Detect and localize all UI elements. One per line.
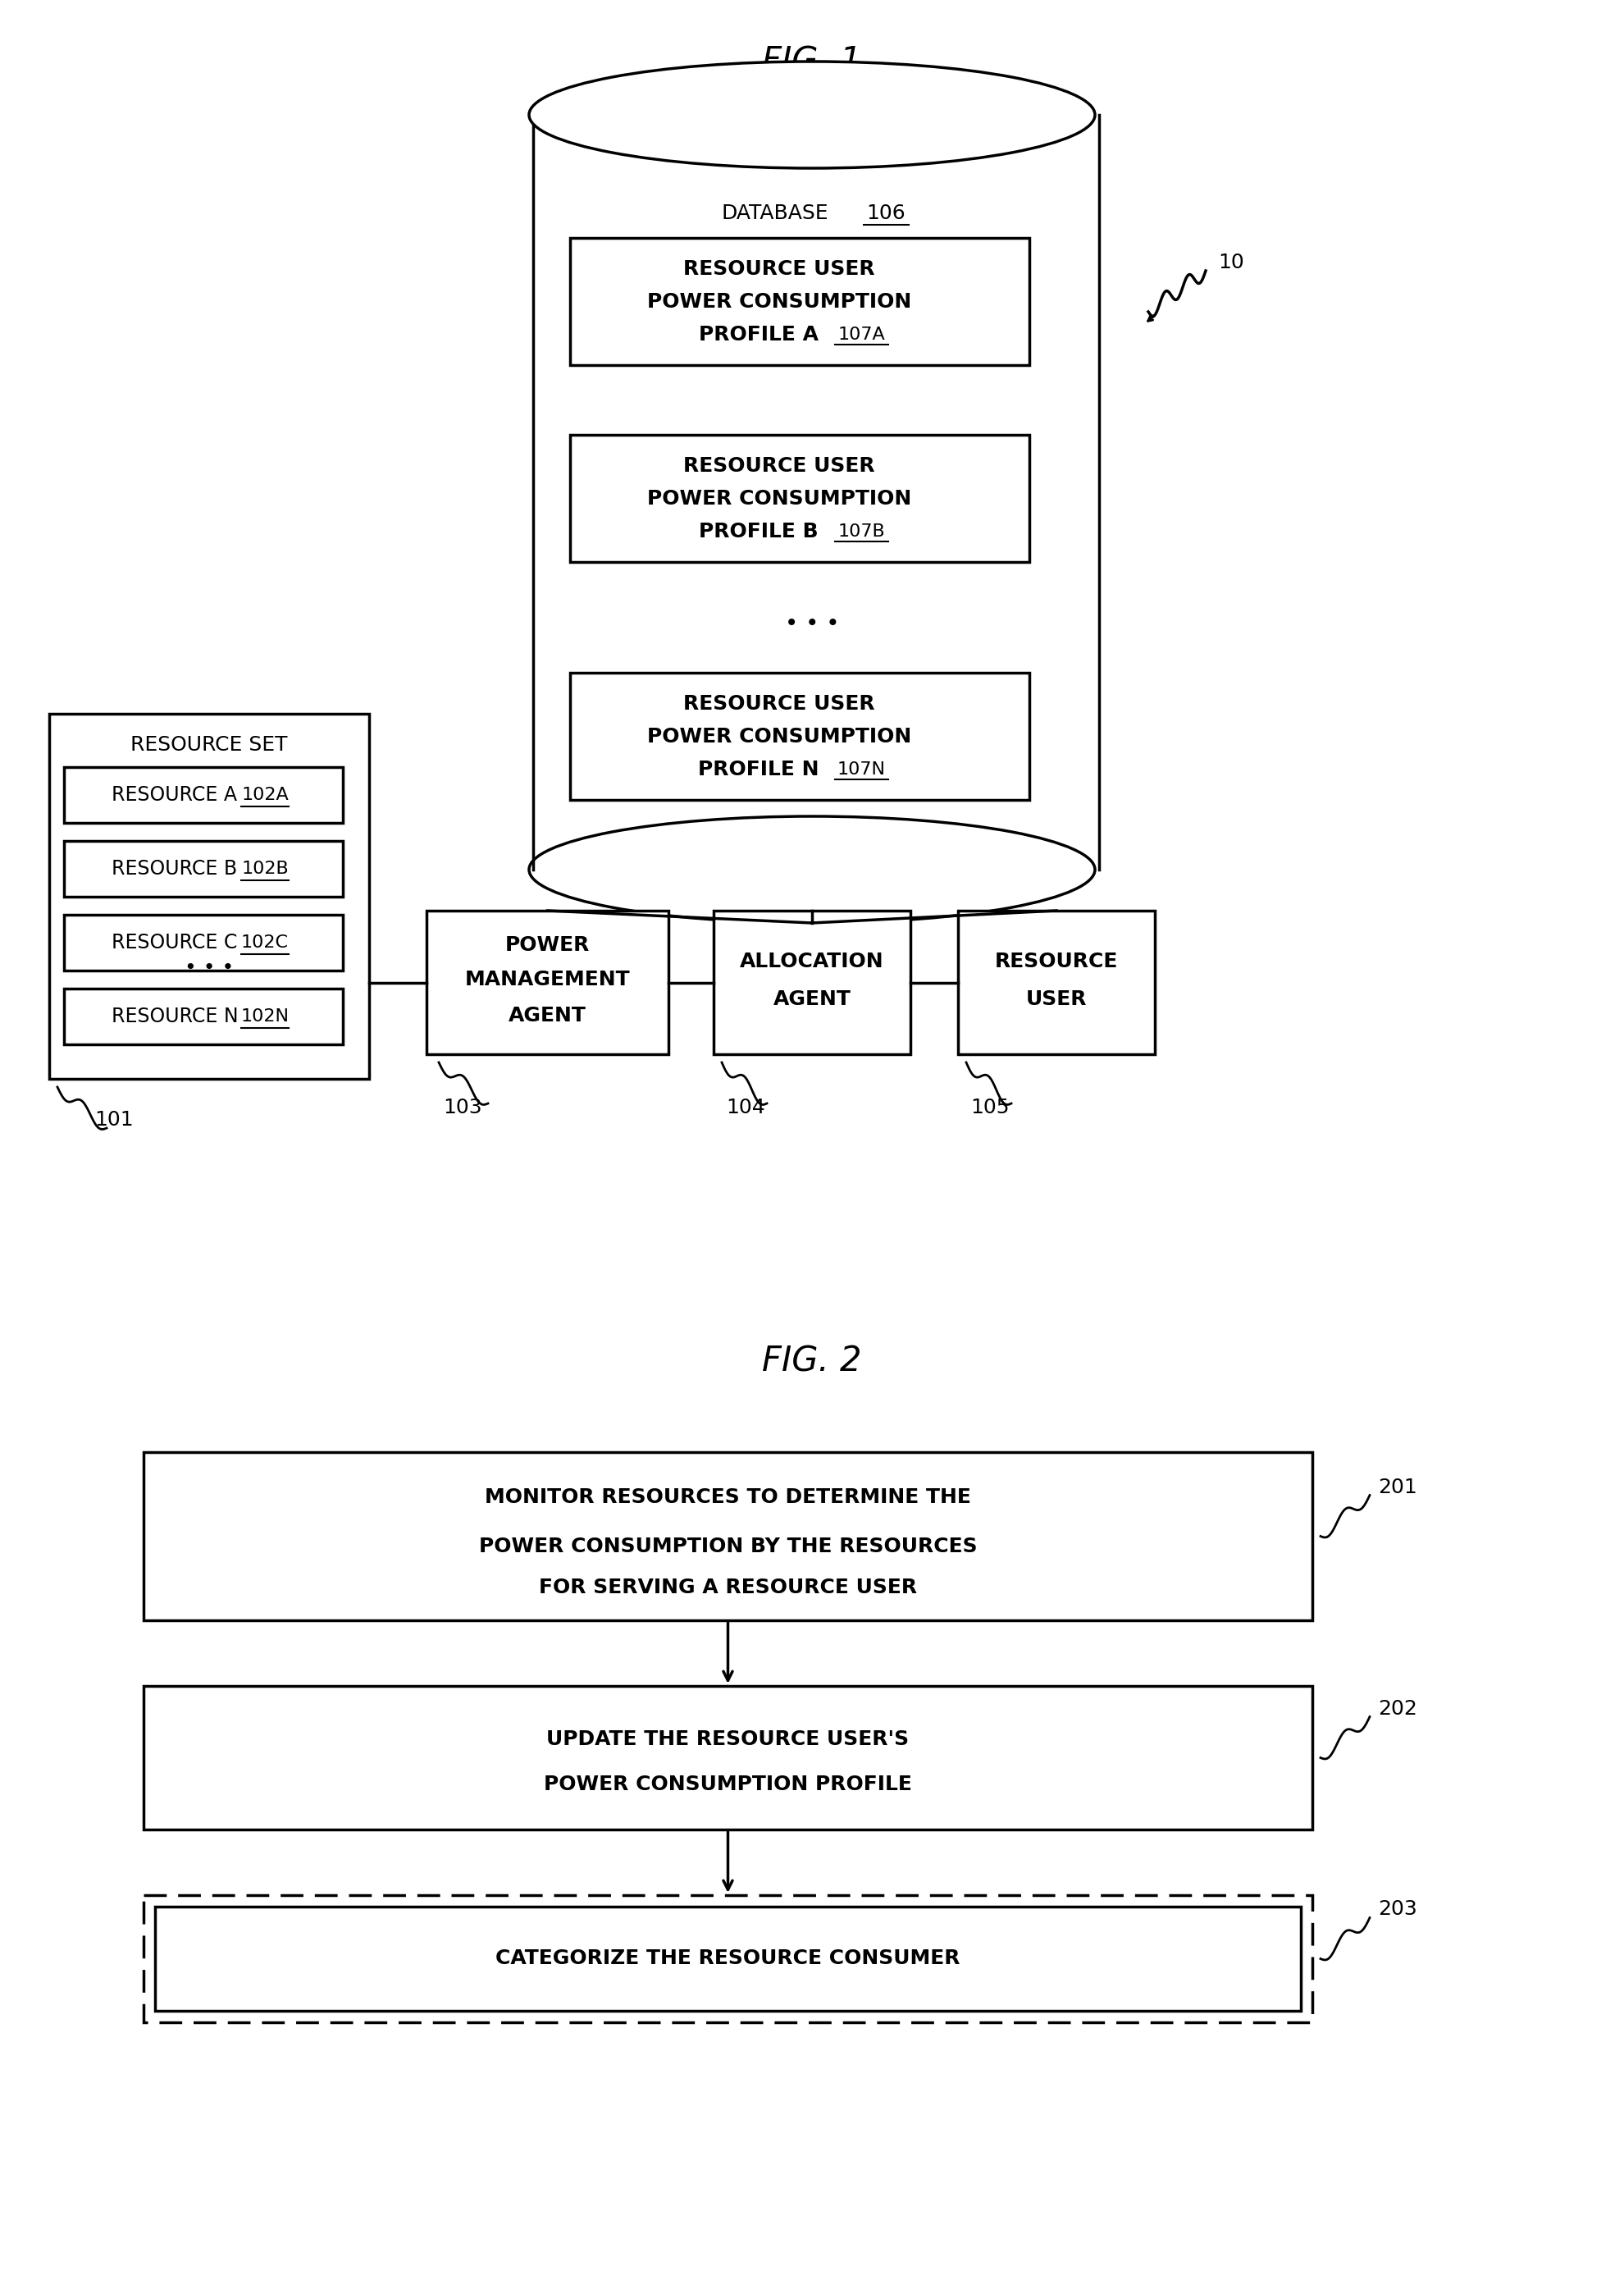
Text: UPDATE THE RESOURCE USER'S: UPDATE THE RESOURCE USER'S	[547, 1729, 909, 1749]
FancyBboxPatch shape	[427, 910, 669, 1053]
Text: PROFILE N: PROFILE N	[698, 760, 818, 780]
Text: 102C: 102C	[240, 935, 289, 951]
FancyBboxPatch shape	[143, 1686, 1312, 1829]
FancyBboxPatch shape	[63, 767, 343, 824]
Ellipse shape	[529, 817, 1095, 924]
Text: 102N: 102N	[240, 1008, 289, 1024]
Text: POWER CONSUMPTION PROFILE: POWER CONSUMPTION PROFILE	[544, 1774, 913, 1795]
Text: FIG. 1: FIG. 1	[762, 43, 862, 80]
Text: POWER CONSUMPTION: POWER CONSUMPTION	[646, 489, 911, 510]
FancyBboxPatch shape	[143, 1895, 1312, 2022]
Text: 202: 202	[1377, 1699, 1418, 1718]
Text: POWER: POWER	[505, 935, 590, 956]
Text: 201: 201	[1377, 1476, 1418, 1497]
FancyBboxPatch shape	[49, 714, 369, 1078]
Text: RESOURCE SET: RESOURCE SET	[130, 735, 287, 755]
FancyBboxPatch shape	[63, 842, 343, 896]
Text: RESOURCE USER: RESOURCE USER	[684, 694, 875, 714]
Text: 105: 105	[970, 1099, 1009, 1117]
FancyBboxPatch shape	[570, 239, 1030, 364]
Text: MONITOR RESOURCES TO DETERMINE THE: MONITOR RESOURCES TO DETERMINE THE	[486, 1488, 971, 1506]
FancyBboxPatch shape	[154, 1906, 1301, 2011]
Text: RESOURCE USER: RESOURCE USER	[684, 457, 875, 475]
Text: 103: 103	[443, 1099, 482, 1117]
Text: POWER CONSUMPTION: POWER CONSUMPTION	[646, 291, 911, 312]
Text: CATEGORIZE THE RESOURCE CONSUMER: CATEGORIZE THE RESOURCE CONSUMER	[495, 1950, 960, 1968]
Text: 107N: 107N	[836, 762, 885, 778]
Text: • • •: • • •	[185, 958, 234, 978]
Text: 106: 106	[866, 202, 906, 223]
Text: POWER CONSUMPTION: POWER CONSUMPTION	[646, 728, 911, 746]
FancyBboxPatch shape	[713, 910, 911, 1053]
Text: ALLOCATION: ALLOCATION	[741, 951, 883, 971]
Text: 10: 10	[1218, 253, 1244, 273]
Ellipse shape	[531, 64, 1093, 166]
FancyBboxPatch shape	[570, 673, 1030, 801]
Text: 102B: 102B	[242, 860, 289, 878]
Text: RESOURCE A: RESOURCE A	[112, 785, 237, 805]
FancyBboxPatch shape	[958, 910, 1155, 1053]
Text: RESOURCE B: RESOURCE B	[112, 860, 237, 878]
Text: POWER CONSUMPTION BY THE RESOURCES: POWER CONSUMPTION BY THE RESOURCES	[479, 1536, 978, 1556]
Text: AGENT: AGENT	[773, 990, 851, 1010]
Text: RESOURCE USER: RESOURCE USER	[684, 259, 875, 280]
Text: USER: USER	[1026, 990, 1086, 1010]
Text: AGENT: AGENT	[508, 1006, 586, 1026]
Text: RESOURCE N: RESOURCE N	[112, 1006, 239, 1026]
Text: RESOURCE: RESOURCE	[996, 951, 1117, 971]
Text: 101: 101	[94, 1110, 133, 1131]
Text: 102A: 102A	[242, 787, 289, 803]
Text: FOR SERVING A RESOURCE USER: FOR SERVING A RESOURCE USER	[539, 1577, 918, 1597]
FancyBboxPatch shape	[570, 435, 1030, 562]
Text: DATABASE: DATABASE	[721, 202, 828, 223]
Text: 107B: 107B	[838, 523, 885, 539]
Text: PROFILE A: PROFILE A	[698, 325, 818, 344]
Text: RESOURCE C: RESOURCE C	[112, 933, 237, 953]
Text: 104: 104	[726, 1099, 765, 1117]
FancyBboxPatch shape	[143, 1451, 1312, 1620]
Text: 203: 203	[1377, 1900, 1418, 1920]
Text: FIG. 2: FIG. 2	[762, 1345, 862, 1379]
Text: • • •: • • •	[784, 612, 840, 635]
Text: MANAGEMENT: MANAGEMENT	[464, 969, 630, 990]
Text: PROFILE B: PROFILE B	[698, 521, 818, 541]
FancyBboxPatch shape	[63, 990, 343, 1044]
Ellipse shape	[529, 61, 1095, 168]
FancyBboxPatch shape	[63, 915, 343, 971]
Text: 107A: 107A	[838, 328, 885, 344]
